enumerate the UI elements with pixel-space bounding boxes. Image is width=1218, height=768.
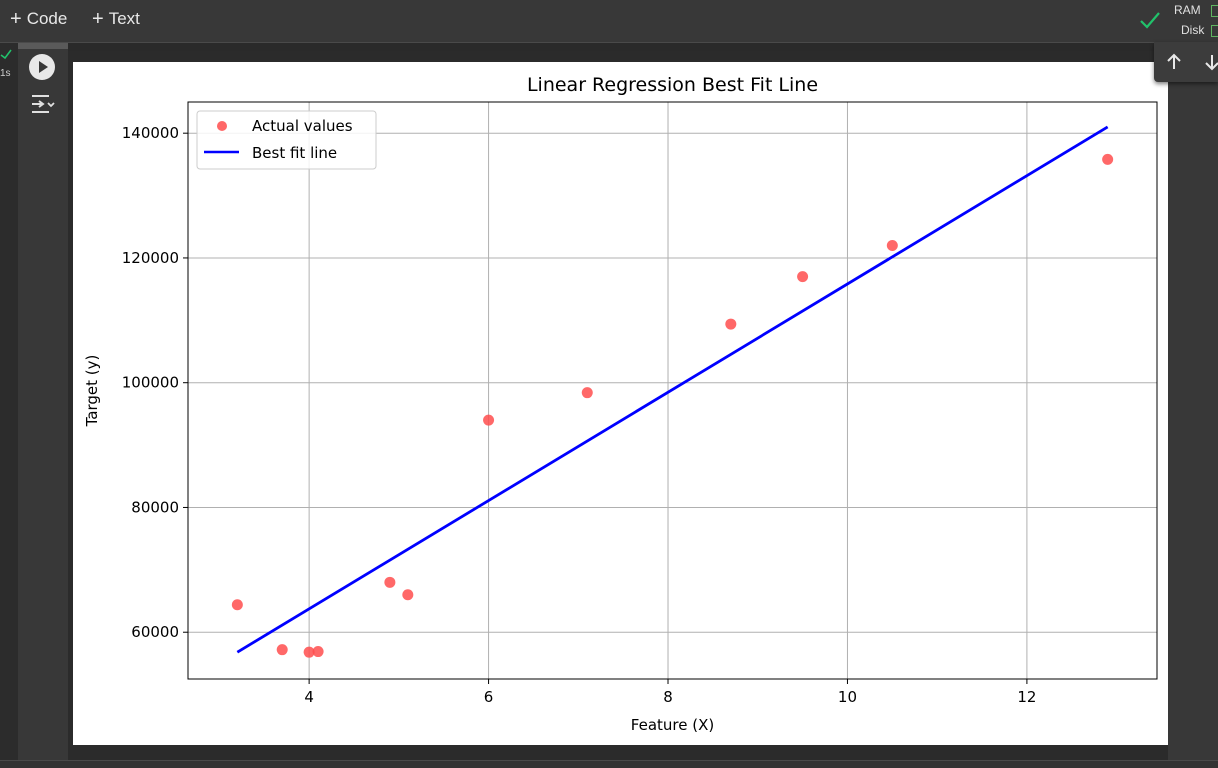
axes-frame bbox=[187, 101, 1158, 680]
play-icon bbox=[30, 55, 54, 79]
move-cell-down-icon[interactable] bbox=[1202, 52, 1218, 72]
notebook-toolbar: + Code + Text RAM Disk bbox=[0, 0, 1218, 43]
x-tick-label: 4 bbox=[304, 688, 314, 706]
plus-icon: + bbox=[92, 8, 104, 30]
ram-usage-bar[interactable] bbox=[1211, 5, 1218, 17]
add-code-label: Code bbox=[26, 9, 68, 28]
add-text-label: Text bbox=[108, 9, 140, 28]
disk-label: Disk bbox=[1181, 23, 1205, 37]
x-tick-label: 6 bbox=[484, 688, 494, 706]
y-axis-label: Target (y) bbox=[83, 355, 101, 428]
output-actions-icon[interactable] bbox=[29, 93, 57, 115]
run-cell-button[interactable] bbox=[29, 54, 55, 80]
x-tick-label: 8 bbox=[663, 688, 673, 706]
data-point bbox=[797, 271, 809, 283]
data-point bbox=[276, 644, 288, 656]
line-layer bbox=[236, 125, 1109, 654]
ram-label: RAM bbox=[1174, 3, 1201, 17]
y-tick-label: 80000 bbox=[131, 498, 179, 516]
plus-icon: + bbox=[10, 8, 22, 30]
data-point bbox=[231, 599, 243, 611]
data-point bbox=[886, 239, 898, 251]
points-layer bbox=[231, 153, 1114, 658]
cell-gutter bbox=[0, 43, 18, 767]
legend-marker-actual-values bbox=[217, 121, 227, 131]
y-tick-label: 140000 bbox=[122, 124, 179, 142]
y-tick-label: 120000 bbox=[122, 249, 179, 267]
add-code-button[interactable]: + Code bbox=[10, 9, 67, 29]
legend-label-best-fit-line: Best fit line bbox=[252, 144, 337, 162]
regression-chart: 4 6 8 10 12 60000 80000 100000 120000 140000 Line… bbox=[83, 74, 1158, 734]
y-tick-label: 60000 bbox=[131, 623, 179, 641]
data-point bbox=[1102, 153, 1114, 165]
cell-controls bbox=[18, 43, 68, 767]
cell-floating-toolbar bbox=[1154, 42, 1218, 82]
data-point bbox=[725, 318, 737, 330]
add-text-button[interactable]: + Text bbox=[92, 9, 140, 29]
ticks-layer: 4 6 8 10 12 60000 80000 100000 120000 140000 bbox=[122, 124, 1037, 706]
chart-legend: Actual values Best fit line bbox=[196, 110, 377, 170]
cell-focus-bar bbox=[18, 43, 68, 49]
bottom-divider bbox=[0, 760, 1218, 768]
grid-layer bbox=[188, 102, 1157, 679]
legend-label-actual-values: Actual values bbox=[252, 117, 353, 135]
chart-title: Linear Regression Best Fit Line bbox=[527, 74, 818, 96]
data-point bbox=[384, 576, 396, 588]
move-cell-up-icon[interactable] bbox=[1164, 52, 1184, 72]
x-axis-label: Feature (X) bbox=[631, 716, 714, 734]
cell-header-band bbox=[68, 43, 1168, 51]
plot-output: 4 6 8 10 12 60000 80000 100000 120000 140000 Line… bbox=[73, 62, 1168, 745]
best-fit-line bbox=[236, 125, 1109, 654]
data-point bbox=[483, 414, 495, 426]
data-point bbox=[312, 646, 324, 658]
y-tick-label: 100000 bbox=[122, 374, 179, 392]
connected-check-icon[interactable] bbox=[1138, 8, 1162, 32]
execution-time: 1s bbox=[0, 68, 11, 79]
data-point bbox=[581, 387, 593, 399]
x-tick-label: 12 bbox=[1017, 688, 1036, 706]
right-margin bbox=[1168, 82, 1218, 767]
legend-box bbox=[196, 110, 377, 170]
x-tick-label: 10 bbox=[838, 688, 857, 706]
execution-check-icon bbox=[0, 49, 12, 60]
disk-usage-bar[interactable] bbox=[1211, 25, 1218, 37]
data-point bbox=[303, 646, 315, 658]
data-point bbox=[402, 589, 414, 601]
